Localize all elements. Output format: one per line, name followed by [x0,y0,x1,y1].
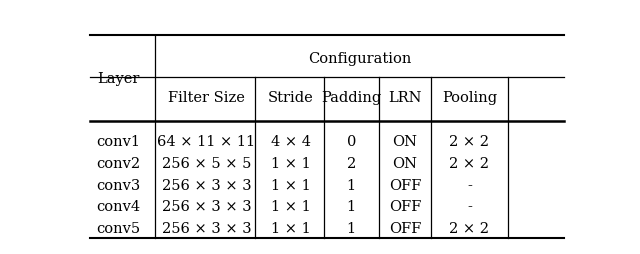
Text: conv1: conv1 [97,134,141,148]
Text: 1 × 1: 1 × 1 [271,221,310,235]
Text: 256 × 3 × 3: 256 × 3 × 3 [162,221,252,235]
Text: 1 × 1: 1 × 1 [271,200,310,213]
Text: Stride: Stride [268,91,314,105]
Text: 2 × 2: 2 × 2 [449,156,490,170]
Text: Filter Size: Filter Size [168,91,245,105]
Text: conv4: conv4 [97,200,141,213]
Text: 1 × 1: 1 × 1 [271,156,310,170]
Text: 1: 1 [347,221,356,235]
Text: 0: 0 [347,134,356,148]
Text: 256 × 3 × 3: 256 × 3 × 3 [162,178,252,192]
Text: Layer: Layer [97,72,140,86]
Text: 2 × 2: 2 × 2 [449,221,490,235]
Text: -: - [467,178,472,192]
Text: OFF: OFF [388,178,421,192]
Text: ON: ON [392,156,417,170]
Text: 2: 2 [347,156,356,170]
Text: 2 × 2: 2 × 2 [449,134,490,148]
Text: 256 × 3 × 3: 256 × 3 × 3 [162,200,252,213]
Text: conv2: conv2 [97,156,141,170]
Text: 64 × 11 × 11: 64 × 11 × 11 [157,134,255,148]
Text: OFF: OFF [388,221,421,235]
Text: 1 × 1: 1 × 1 [271,178,310,192]
Text: conv5: conv5 [97,221,141,235]
Text: 256 × 5 × 5: 256 × 5 × 5 [162,156,251,170]
Text: Configuration: Configuration [308,52,411,66]
Text: Pooling: Pooling [442,91,497,105]
Text: Padding: Padding [321,91,381,105]
Text: conv3: conv3 [97,178,141,192]
Text: LRN: LRN [388,91,422,105]
Text: ON: ON [392,134,417,148]
Text: 1: 1 [347,178,356,192]
Text: 1: 1 [347,200,356,213]
Text: -: - [467,200,472,213]
Text: OFF: OFF [388,200,421,213]
Text: 4 × 4: 4 × 4 [271,134,311,148]
